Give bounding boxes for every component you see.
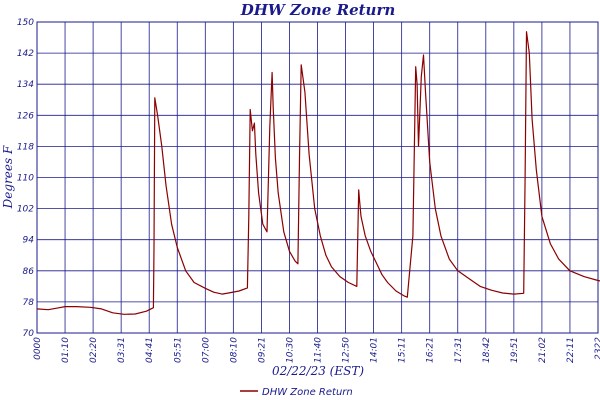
x-tick-label: 15:11 xyxy=(398,337,408,363)
series-line xyxy=(36,31,600,315)
x-tick-label: 0000 xyxy=(33,337,43,360)
y-tick-label: 150 xyxy=(17,18,34,28)
x-tick-label: 12:50 xyxy=(342,337,352,363)
x-tick-label: 10:30 xyxy=(285,337,295,363)
legend-label: DHW Zone Return xyxy=(262,387,353,398)
x-tick-label: 09:21 xyxy=(257,337,267,363)
x-tick-label: 02:20 xyxy=(89,337,99,363)
y-tick-label: 102 xyxy=(17,205,34,215)
y-tick-label: 110 xyxy=(17,174,34,184)
x-tick-label: 22:11 xyxy=(566,337,576,363)
y-axis-label: Degrees F xyxy=(1,145,15,209)
x-tick-label: 08:10 xyxy=(229,337,239,363)
y-tick-label: 126 xyxy=(17,111,34,121)
y-tick-label: 70 xyxy=(23,329,35,339)
x-tick-label: 19:51 xyxy=(510,337,520,363)
y-tick-label: 134 xyxy=(17,80,34,90)
y-tick-labels: 70 78 86 94 102 110 118 126 134 142 150 xyxy=(17,18,34,339)
y-tick-label: 142 xyxy=(17,49,34,59)
x-tick-label: 01:10 xyxy=(61,337,71,363)
x-tick-label: 07:00 xyxy=(201,337,211,363)
chart-title: DHW Zone Return xyxy=(240,1,396,19)
x-tick-label: 11:40 xyxy=(314,337,324,363)
x-axis-label: 02/22/23 (EST) xyxy=(272,364,364,378)
x-tick-labels: 0000 01:10 02:20 03:31 04:41 05:51 07:00 08:10 0… xyxy=(33,337,600,363)
x-tick-label: 18:42 xyxy=(482,337,492,363)
x-tick-label: 05:51 xyxy=(173,337,183,363)
y-tick-label: 86 xyxy=(23,267,35,277)
series-group xyxy=(36,31,600,315)
x-tick-label: 17:31 xyxy=(454,337,464,363)
y-tick-label: 94 xyxy=(23,236,35,246)
x-tick-label: 14:01 xyxy=(370,337,380,363)
y-tick-label: 118 xyxy=(17,142,34,152)
x-tick-label: 03:31 xyxy=(117,337,127,363)
x-tick-label: 16:21 xyxy=(426,337,436,363)
x-tick-label: 2322 xyxy=(594,337,600,360)
grid xyxy=(36,21,599,334)
y-tick-label: 78 xyxy=(23,298,35,308)
legend: DHW Zone Return xyxy=(240,387,353,398)
x-tick-label: 04:41 xyxy=(145,337,155,363)
x-tick-label: 21:02 xyxy=(538,337,548,363)
